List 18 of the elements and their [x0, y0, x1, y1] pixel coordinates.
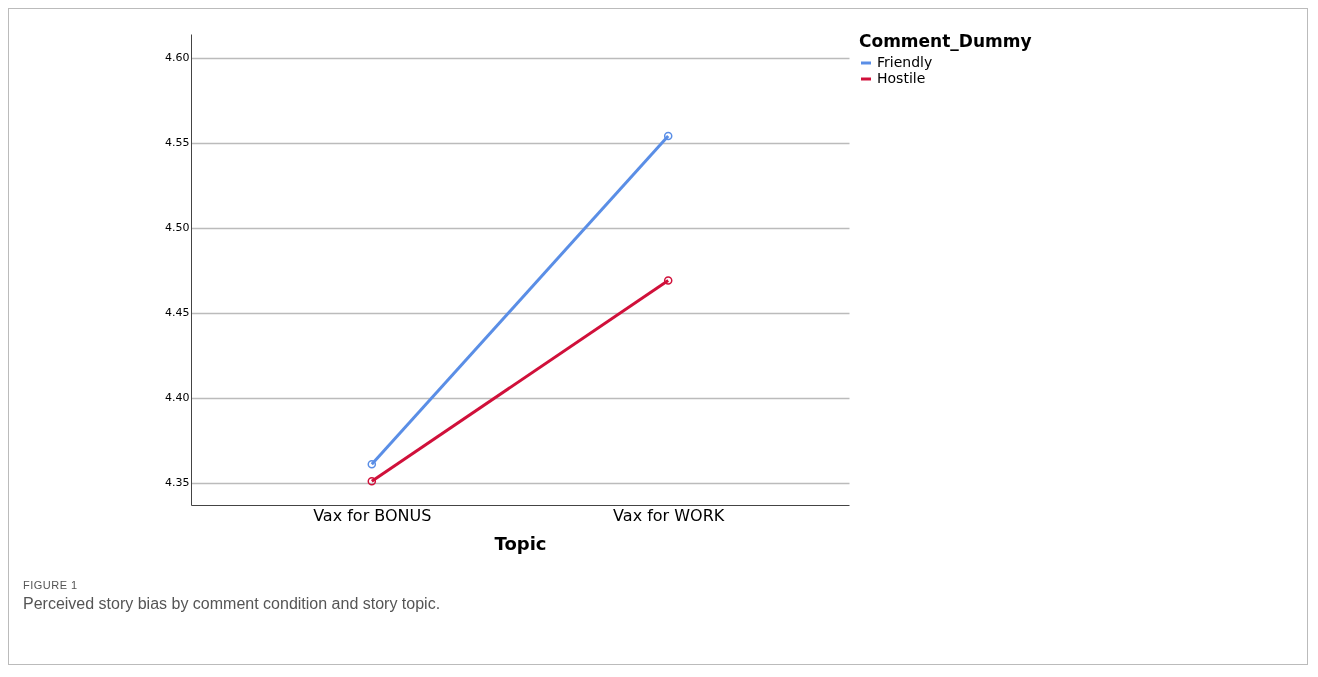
- y-tick-label: 4.50: [165, 221, 190, 235]
- y-tick-label: 4.40: [165, 391, 190, 405]
- y-tick-label: 4.45: [165, 306, 190, 320]
- legend-label: Friendly: [877, 54, 933, 70]
- caption: FIGURE 1: [23, 579, 79, 591]
- x-axis-title: Topic: [494, 532, 547, 554]
- point: [367, 459, 377, 469]
- y-tick-label: 4.55: [165, 136, 190, 150]
- point: [663, 276, 673, 285]
- x-tick-label: Vax for WORK: [613, 505, 725, 525]
- legend-title: Comment_Dummy: [859, 31, 1032, 51]
- x-tick-label: Vax for BONUS: [313, 505, 432, 525]
- legend-label: Hostile: [877, 70, 926, 86]
- y-tick-label: 4.60: [165, 51, 190, 65]
- text: Perceived story bias by comment condition and story topic.: [23, 595, 441, 613]
- point: [367, 476, 377, 486]
- y-tick-label: 4.35: [165, 476, 190, 490]
- point: [663, 131, 673, 141]
